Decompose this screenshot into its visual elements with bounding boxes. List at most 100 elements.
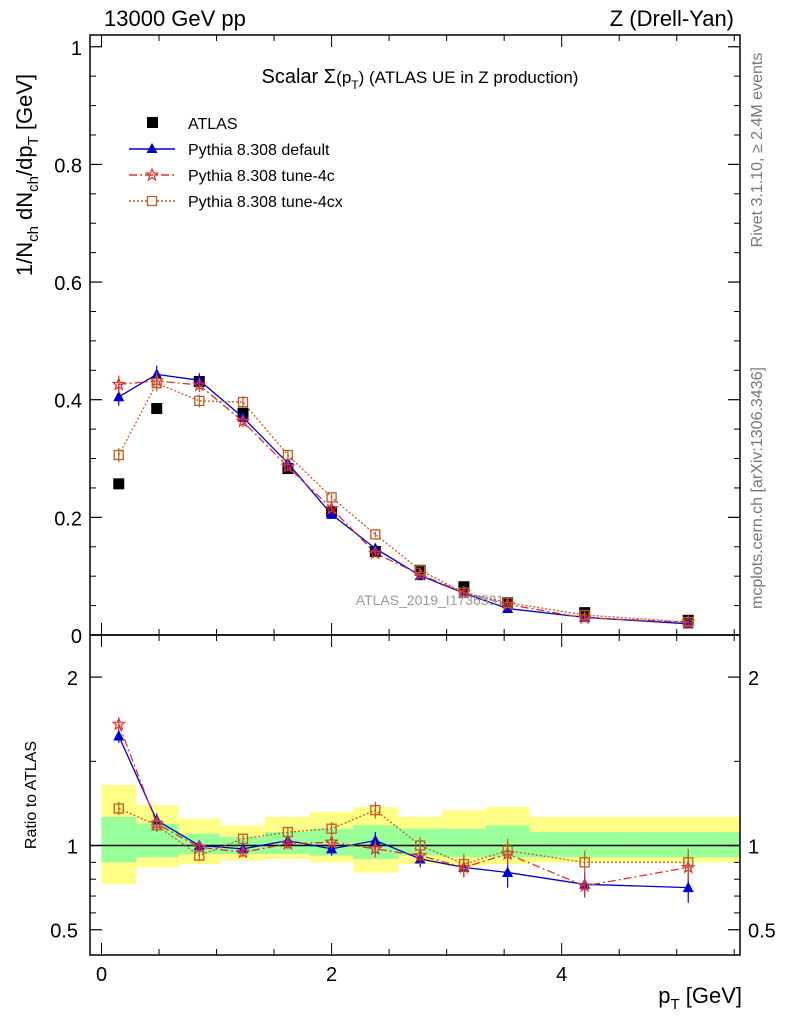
top-series-line <box>118 380 689 623</box>
tune4cx-marker <box>151 378 162 389</box>
ratio-ytick-label: 1 <box>67 837 78 859</box>
x-tick-label: 4 <box>556 964 567 986</box>
legend-4c-marker <box>144 167 160 182</box>
ratio-default-marker <box>502 866 514 877</box>
ratio-default-marker <box>682 881 694 893</box>
ratio-4c-marker <box>412 847 428 862</box>
ratio-4c-marker <box>280 836 296 851</box>
ratio-4cx-marker <box>113 803 124 814</box>
top-panel: 0 0.2 0.4 0.6 0.8 1 ATLAS_2019_I1736531 Scala… <box>12 34 741 648</box>
ratio-series-1 <box>111 716 696 898</box>
ratio-4cx-marker <box>370 805 381 816</box>
top-series-line <box>118 373 689 625</box>
tune4cx-marker <box>683 616 694 628</box>
ratio-ticks: 0.5 0.5 1 1 2 2 0 2 4 <box>50 635 776 986</box>
ratio-series-0 <box>113 729 694 903</box>
ratio-4cx-marker <box>579 857 590 868</box>
top-ytick-label: 1 <box>71 38 82 60</box>
ratio-uncertainty-bands <box>101 784 740 885</box>
ratio-default-marker <box>369 834 381 845</box>
ratio-band-green <box>442 828 486 858</box>
analysis-watermark: ATLAS_2019_I1736531 <box>356 592 505 608</box>
ratio-4c-marker <box>191 839 207 854</box>
top-ylabel: 1/Nch dNch/dpT [GeV] <box>12 74 42 276</box>
top-series-layer <box>111 365 696 629</box>
x-tick-label: 2 <box>326 964 337 986</box>
top-series-line <box>118 382 689 623</box>
top-ytick-label: 0.6 <box>54 273 82 295</box>
header-right-label: Z (Drell-Yan) <box>609 6 734 31</box>
ratio-panel: 0.5 0.5 1 1 2 2 0 2 4 Ratio to ATLAS pT [GeV] <box>23 634 776 1013</box>
tune4c-marker <box>367 545 383 560</box>
tune4cx-marker <box>370 529 381 540</box>
top-ytick-label: 0.8 <box>54 155 82 177</box>
atlas-data-point <box>151 403 163 415</box>
ratio-series-2 <box>113 801 694 876</box>
default-marker <box>326 508 338 519</box>
legend-atlas-label: ATLAS <box>188 116 238 133</box>
ratio-4c-marker <box>324 834 339 849</box>
x-axis-label: pT [GeV] <box>658 983 742 1013</box>
tune4cx-marker <box>113 449 124 461</box>
ratio-4cx-marker <box>415 840 426 851</box>
tune4c-marker <box>235 413 251 428</box>
ratio-4c-marker <box>111 716 127 731</box>
legend-default-marker <box>146 143 158 153</box>
tune4cx-marker <box>326 492 337 503</box>
top-ticks: 0 0.2 0.4 0.6 0.8 1 <box>54 35 740 648</box>
ratio-ytick-label: 2 <box>67 668 78 690</box>
ratio-series-line <box>118 724 689 887</box>
ratio-ytick-label-right: 0.5 <box>748 921 776 943</box>
ratio-ytick-label-right: 2 <box>748 668 759 690</box>
top-ytick-label: 0.2 <box>54 508 82 530</box>
tune4cx-marker <box>194 395 205 407</box>
ratio-series-line <box>118 735 689 889</box>
tune4cx-marker <box>415 565 426 576</box>
legend-atlas-marker <box>147 117 158 128</box>
ratio-4cx-marker <box>237 833 249 844</box>
ratio-4c-marker <box>367 841 383 856</box>
ratio-series-line <box>118 807 689 865</box>
ratio-4cx-marker <box>502 845 513 856</box>
tune4cx-marker <box>579 609 590 621</box>
legend-default-label: Pythia 8.308 default <box>188 142 330 159</box>
default-marker <box>113 390 125 402</box>
ratio-4cx-marker <box>194 850 205 861</box>
tune4c-marker <box>280 459 296 473</box>
ratio-series-layer <box>111 716 696 903</box>
top-series-2 <box>111 372 696 629</box>
legend: ATLAS Pythia 8.308 default Pythia 8.308 … <box>129 116 343 211</box>
ratio-ytick-label-right: 1 <box>748 837 759 859</box>
top-ytick-label: 0.4 <box>54 391 82 413</box>
chart-title: Scalar Σ(pT) (ATLAS UE in Z production) <box>262 66 579 92</box>
header-left-label: 13000 GeV pp <box>104 6 246 31</box>
ratio-4cx-marker <box>151 820 162 831</box>
tune4c-marker <box>191 377 207 392</box>
top-ytick-label: 0 <box>71 626 82 648</box>
ratio-band-green <box>101 816 137 863</box>
tune4cx-marker <box>282 449 294 461</box>
top-series-3 <box>113 375 694 628</box>
ratio-4c-marker <box>577 878 593 893</box>
ratio-ytick-label: 0.5 <box>50 921 78 943</box>
ratio-4cx-marker <box>683 857 694 868</box>
legend-4cx-label: Pythia 8.308 tune-4cx <box>188 194 343 211</box>
atlas-data-point <box>113 478 125 490</box>
x-tick-label: 0 <box>96 964 107 986</box>
tune4cx-marker <box>458 587 470 598</box>
legend-4c-label: Pythia 8.308 tune-4c <box>188 168 335 185</box>
top-series-0 <box>113 375 694 626</box>
tune4c-marker <box>324 500 339 515</box>
tune4cx-marker <box>502 597 513 608</box>
ratio-4cx-marker <box>326 823 337 834</box>
legend-4cx-marker <box>146 195 158 207</box>
ratio-frame <box>89 634 741 956</box>
ratio-4c-marker <box>235 844 251 859</box>
ratio-ylabel: Ratio to ATLAS <box>23 741 40 849</box>
tune4c-marker <box>111 376 127 391</box>
ratio-band-green <box>639 832 740 858</box>
ratio-4cx-marker <box>458 858 470 870</box>
ratio-default-marker <box>113 730 125 741</box>
tune4cx-marker <box>237 396 249 408</box>
